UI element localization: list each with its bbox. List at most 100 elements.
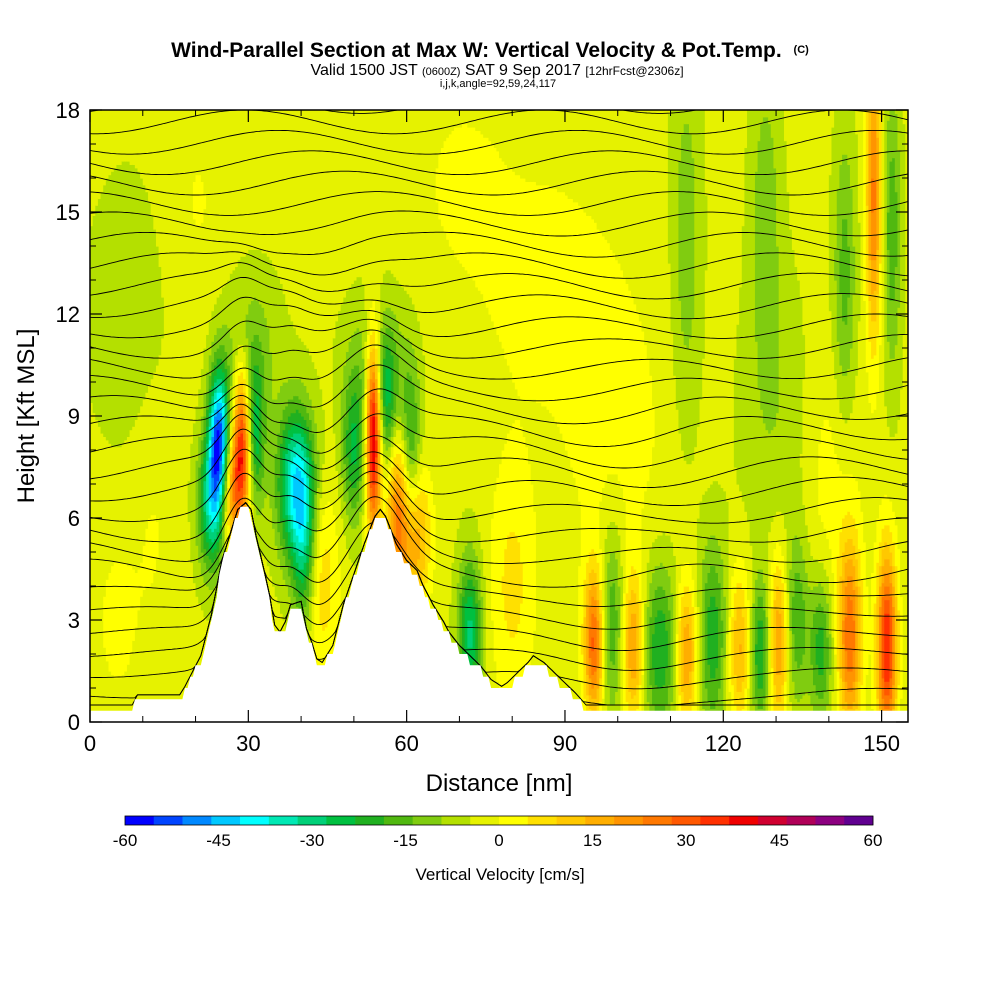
velocity-cell [401, 453, 405, 465]
velocity-cell [583, 664, 587, 699]
velocity-cell [839, 412, 843, 471]
velocity-cell [142, 399, 147, 546]
velocity-cell [649, 467, 653, 550]
velocity-cell [235, 110, 239, 267]
isentrope-line [90, 344, 908, 402]
chart-title: Wind-Parallel Section at Max W: Vertical… [171, 39, 809, 62]
velocity-cell [842, 154, 846, 220]
velocity-cell [852, 589, 856, 621]
velocity-cell [789, 110, 793, 230]
velocity-cell [889, 300, 893, 359]
velocity-cell [108, 572, 112, 672]
velocity-cell [815, 633, 819, 665]
velocity-cell [659, 688, 664, 716]
velocity-cell [240, 402, 244, 410]
velocity-cell [770, 667, 775, 722]
velocity-cell [884, 599, 888, 614]
velocity-cell [388, 368, 392, 403]
velocity-cell [514, 110, 519, 176]
velocity-cell [820, 110, 825, 427]
velocity-cell [203, 348, 207, 393]
velocity-cell [245, 416, 249, 434]
colorbar-segment [556, 816, 586, 825]
velocity-cell [731, 110, 735, 577]
velocity-cell [702, 110, 706, 359]
velocity-cell [279, 443, 284, 522]
velocity-cell [396, 320, 400, 356]
velocity-cell [301, 460, 305, 478]
velocity-cell [235, 354, 239, 373]
velocity-cell [599, 677, 603, 703]
colorbar-segment [383, 816, 413, 825]
velocity-cell [279, 110, 284, 284]
velocity-cell [535, 184, 540, 403]
velocity-cell [356, 399, 360, 482]
velocity-cell [229, 514, 234, 533]
velocity-cell [206, 460, 210, 516]
velocity-cell [617, 637, 621, 722]
velocity-cell [430, 480, 434, 594]
velocity-cell [208, 528, 212, 539]
velocity-cell [216, 470, 220, 482]
velocity-cell [765, 616, 769, 696]
velocity-cell [512, 382, 516, 424]
velocity-cell [198, 535, 202, 563]
velocity-cell [343, 416, 347, 465]
velocity-cell [744, 606, 748, 689]
velocity-cell [860, 110, 864, 512]
velocity-cell [886, 613, 891, 682]
velocity-cell [219, 110, 223, 295]
velocity-cell [374, 402, 379, 417]
velocity-cell [314, 110, 318, 369]
velocity-cell [855, 480, 859, 529]
velocity-cell [831, 691, 835, 722]
velocity-cell [839, 531, 843, 577]
velocity-cell [327, 620, 331, 679]
velocity-cell [514, 388, 519, 420]
velocity-cell [113, 562, 117, 679]
velocity-cell [269, 259, 273, 352]
velocity-cell [652, 110, 656, 407]
velocity-cell [491, 518, 495, 621]
velocity-cell [393, 494, 397, 556]
velocity-cell [311, 460, 315, 519]
velocity-cell [393, 436, 397, 448]
velocity-cell [287, 443, 292, 461]
velocity-cell [480, 596, 484, 679]
velocity-cell [129, 164, 133, 431]
velocity-cell [688, 463, 693, 567]
velocity-cell [298, 528, 302, 543]
velocity-cell [818, 674, 822, 699]
velocity-cell [849, 473, 854, 516]
velocity-cell [483, 300, 487, 577]
velocity-cell [652, 446, 656, 543]
velocity-cell [757, 596, 761, 621]
velocity-cell [214, 473, 218, 492]
velocity-cell [493, 327, 497, 492]
velocity-cell [227, 110, 231, 281]
velocity-cell [873, 181, 877, 210]
velocity-cell [467, 562, 471, 580]
velocity-cell [119, 677, 123, 722]
velocity-cell [831, 127, 835, 352]
velocity-cell [768, 433, 772, 533]
velocity-cell [815, 110, 819, 560]
velocity-cell [480, 110, 484, 135]
velocity-cell [488, 140, 492, 315]
velocity-cell [200, 416, 205, 441]
velocity-cell [646, 562, 651, 607]
velocity-cell [406, 518, 410, 577]
velocity-cell [206, 426, 210, 444]
isentrope-line [90, 403, 908, 469]
velocity-cell [681, 331, 685, 451]
velocity-cell [884, 494, 888, 526]
velocity-cell [805, 691, 809, 722]
velocity-cell [699, 110, 703, 400]
isentrope-line [90, 110, 908, 135]
velocity-cell [235, 385, 239, 400]
velocity-cell [504, 110, 508, 165]
velocity-cell [596, 110, 600, 230]
velocity-cell [92, 412, 96, 722]
velocity-cell [377, 110, 381, 373]
